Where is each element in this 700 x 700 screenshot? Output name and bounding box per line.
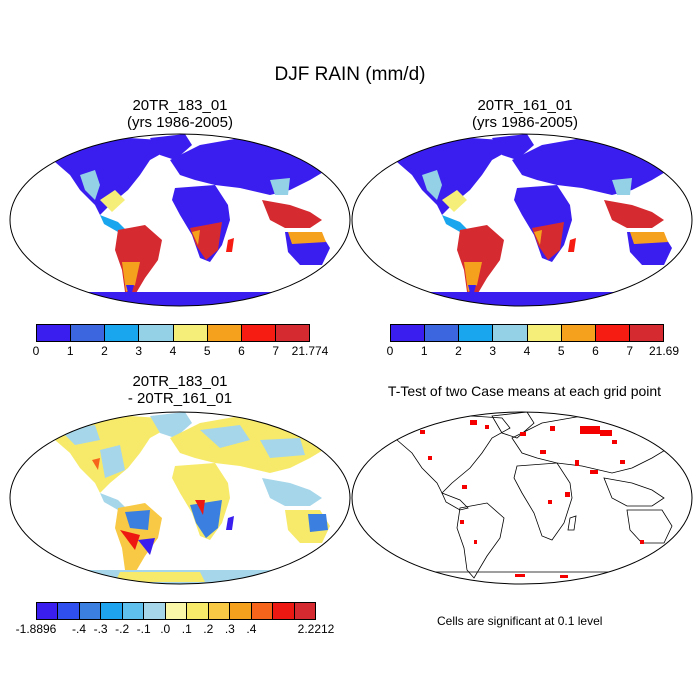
colorbar-panel-1-swatches	[36, 324, 310, 342]
panel-1-title-line2: (yrs 1986-2005)	[127, 114, 233, 131]
colorbar-swatch	[527, 325, 562, 341]
panel-2-title: 20TR_161_01 (yrs 1986-2005)	[370, 97, 680, 131]
colorbar-swatch	[493, 325, 528, 341]
colorbar-swatch	[144, 603, 166, 619]
colorbar-swatch	[425, 325, 460, 341]
colorbar-swatch	[207, 325, 242, 341]
panel-3-title-line1: 20TR_183_01	[132, 373, 228, 390]
colorbar-tick-label: -1.8896	[15, 622, 57, 636]
colorbar-swatch	[391, 325, 426, 341]
colorbar-diff-ticks: -1.8896 -.4 -.3 -.2 -.1 .0 .1 .2 .3 .4 2.2212	[16, 620, 335, 636]
colorbar-tick-label: 5	[557, 344, 565, 358]
map-panel-4	[351, 411, 693, 585]
colorbar-swatch	[294, 603, 316, 619]
colorbar-swatch	[595, 325, 630, 341]
panel-1-title: 20TR_183_01 (yrs 1986-2005)	[25, 97, 335, 131]
colorbar-swatch	[561, 325, 596, 341]
colorbar-swatch	[241, 325, 276, 341]
panel-1-title-line1: 20TR_183_01	[132, 97, 228, 114]
colorbar-swatch	[79, 603, 102, 619]
colorbar-tick-label: 1	[420, 344, 428, 358]
panel-2-title-line1: 20TR_161_01	[477, 97, 573, 114]
colorbar-tick-label: 2	[101, 344, 108, 358]
colorbar-swatch	[105, 325, 140, 341]
colorbar-swatch	[187, 603, 209, 619]
colorbar-tick-label: 6	[592, 344, 599, 358]
colorbar-tick-label: 21.69	[648, 344, 680, 358]
colorbar-swatch	[139, 325, 174, 341]
colorbar-tick-label: 2.2212	[297, 622, 335, 636]
colorbar-panel-2-ticks: 0 1 2 3 4 5 6 7 21.69	[386, 342, 679, 358]
colorbar-panel-2: 0 1 2 3 4 5 6 7 21.69	[386, 324, 679, 358]
panel-4-title: T-Test of two Case means at each grid po…	[352, 383, 697, 400]
colorbar-tick-label: .1	[181, 622, 192, 636]
colorbar-tick-label: 3	[489, 344, 497, 358]
colorbar-diff: -1.8896 -.4 -.3 -.2 -.1 .0 .1 .2 .3 .4 2.2212	[16, 602, 335, 636]
colorbar-swatch	[230, 603, 252, 619]
colorbar-tick-label: 4	[169, 344, 177, 358]
map-panel-3	[9, 411, 351, 585]
colorbar-tick-label: -.3	[93, 622, 108, 636]
colorbar-tick-label: -.1	[136, 622, 151, 636]
panel-3-title-line2: - 20TR_161_01	[127, 390, 233, 407]
colorbar-tick-label: .4	[246, 622, 257, 636]
colorbar-tick-label: 0	[386, 344, 394, 358]
colorbar-swatch	[459, 325, 494, 341]
colorbar-tick-label: 4	[523, 344, 531, 358]
colorbar-swatch	[37, 603, 59, 619]
colorbar-swatch	[251, 603, 274, 619]
colorbar-tick-label: .2	[203, 622, 214, 636]
colorbar-panel-2-swatches	[390, 324, 664, 342]
colorbar-swatch	[165, 603, 188, 619]
colorbar-tick-label: 3	[135, 344, 143, 358]
colorbar-tick-label: -.2	[115, 622, 130, 636]
map-panel-2	[351, 133, 693, 307]
colorbar-tick-label: 1	[66, 344, 74, 358]
panel-4-title-line1: T-Test of two Case means at each grid po…	[387, 383, 662, 399]
colorbar-swatch	[101, 603, 123, 619]
panel-2-title-line2: (yrs 1986-2005)	[472, 114, 578, 131]
colorbar-swatch	[275, 325, 309, 341]
colorbar-diff-swatches	[36, 602, 316, 620]
colorbar-panel-1: 0 1 2 3 4 5 6 7 21.774	[32, 324, 329, 358]
colorbar-tick-label: 6	[238, 344, 245, 358]
colorbar-swatch	[122, 603, 145, 619]
significance-note: Cells are significant at 0.1 level	[437, 614, 603, 628]
colorbar-tick-label: 21.774	[291, 344, 329, 358]
colorbar-swatch	[208, 603, 231, 619]
colorbar-tick-label: 5	[203, 344, 211, 358]
colorbar-swatch	[37, 325, 72, 341]
colorbar-tick-label: 7	[626, 344, 634, 358]
colorbar-tick-label: .3	[224, 622, 235, 636]
colorbar-tick-label: 7	[272, 344, 280, 358]
colorbar-swatch	[273, 603, 295, 619]
map-panel-1	[9, 133, 351, 307]
colorbar-tick-label: .0	[160, 622, 171, 636]
colorbar-swatch	[71, 325, 106, 341]
colorbar-tick-label: 0	[32, 344, 40, 358]
colorbar-swatch	[629, 325, 663, 341]
panel-3-title: 20TR_183_01 - 20TR_161_01	[25, 373, 335, 407]
colorbar-tick-label: -.4	[72, 622, 87, 636]
colorbar-swatch	[173, 325, 208, 341]
figure-title: DJF RAIN (mm/d)	[274, 64, 426, 85]
colorbar-tick-label: 2	[455, 344, 462, 358]
colorbar-swatch	[58, 603, 80, 619]
colorbar-panel-1-ticks: 0 1 2 3 4 5 6 7 21.774	[32, 342, 329, 358]
